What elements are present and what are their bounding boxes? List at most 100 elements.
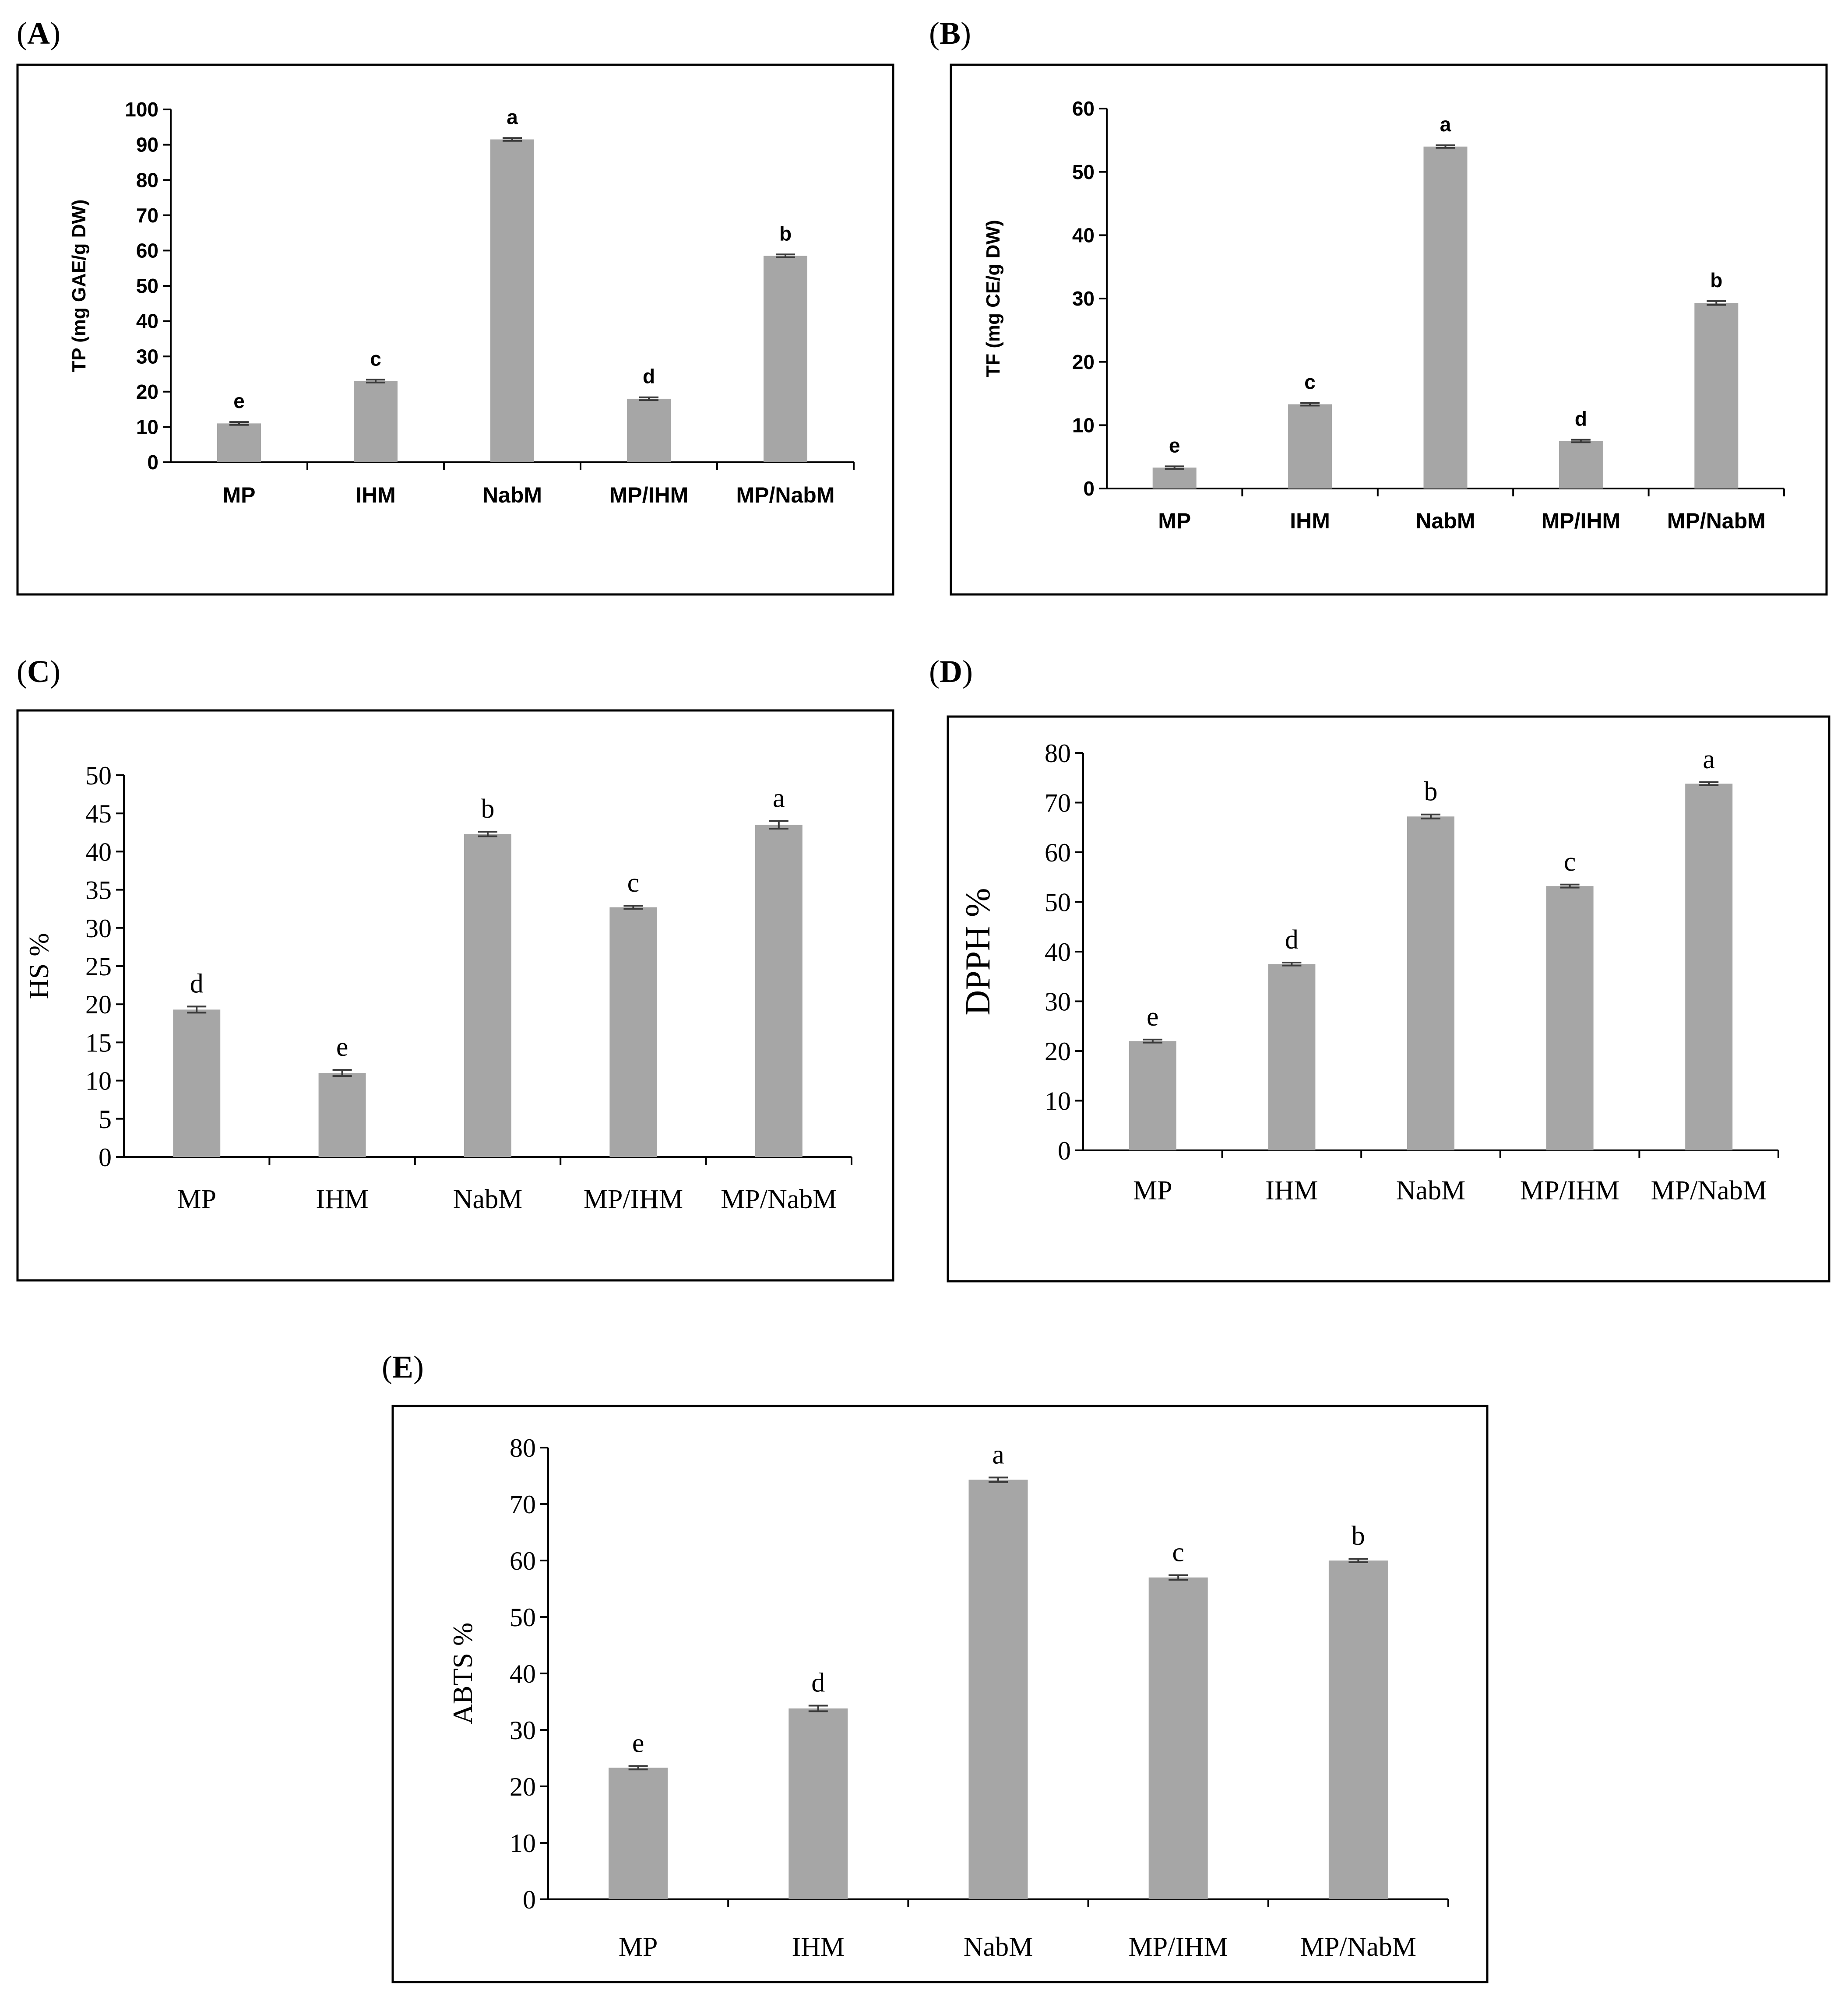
x-tick-label: IHM	[316, 1185, 369, 1214]
significance-letter: c	[1304, 371, 1316, 394]
chart-panel-e: (E) 0 10 20 30 40 50 60 70 80 ABTS % e MP d IHM a NabM c M…	[382, 1350, 1489, 1983]
significance-letter: a	[773, 784, 785, 813]
significance-letter: c	[627, 868, 640, 898]
significance-letter: a	[507, 105, 518, 128]
x-tick-label: MP/IHM	[1542, 509, 1621, 533]
chart-frame	[16, 63, 894, 596]
y-tick-label: 10	[1045, 1087, 1071, 1116]
chart-frame	[391, 1405, 1489, 1983]
significance-letter: d	[643, 365, 655, 388]
x-tick-label: MP/NabM	[721, 1185, 837, 1214]
x-tick-label: NabM	[964, 1932, 1033, 1962]
y-tick-label: 70	[1045, 789, 1071, 818]
bar-mp-ihm	[1546, 886, 1594, 1150]
y-tick-label: 50	[85, 761, 112, 790]
bar-mp	[1129, 1041, 1176, 1150]
panel-label: (C)	[17, 654, 60, 689]
panel-label: (B)	[929, 16, 971, 51]
x-tick-label: IHM	[1265, 1176, 1318, 1206]
x-tick-label: MP	[619, 1932, 658, 1962]
y-tick-label: 20	[1072, 351, 1095, 373]
y-axis-label: TF (mg CE/g DW)	[982, 220, 1004, 377]
y-tick-label: 80	[510, 1434, 536, 1462]
bar-mp	[1152, 467, 1197, 489]
chart-panel-c: (C) 0 5 10 15 20 25 30 35 40 45 50 HS % d MP e IHM b NabM c…	[16, 654, 894, 1282]
significance-letter: b	[1352, 1521, 1365, 1551]
y-tick-label: 10	[136, 416, 158, 439]
bar-mp-nabm	[755, 825, 803, 1157]
panel-label: (E)	[382, 1350, 424, 1385]
bar-mp-ihm	[1559, 441, 1603, 489]
chart-panel-b: (B) 0 10 20 30 40 50 60 TF (mg CE/g DW) e MP c IHM a N…	[929, 16, 1828, 596]
x-tick-label: MP/IHM	[584, 1185, 683, 1214]
y-tick-label: 20	[510, 1772, 536, 1801]
bar-ihm	[318, 1073, 366, 1157]
y-tick-label: 40	[1072, 224, 1095, 246]
bar-nabm	[490, 139, 534, 462]
y-tick-label: 30	[1045, 988, 1071, 1016]
x-tick-label: MP/IHM	[1129, 1932, 1228, 1962]
bar-mp-ihm	[1148, 1577, 1208, 1899]
bar-ihm	[1268, 964, 1316, 1150]
y-axis-label: HS %	[23, 933, 54, 999]
y-tick-label: 50	[1072, 161, 1095, 183]
y-tick-label: 60	[136, 239, 158, 262]
x-tick-label: NabM	[453, 1185, 522, 1214]
y-tick-label: 80	[136, 169, 158, 191]
y-tick-label: 10	[510, 1829, 536, 1858]
bar-nabm	[1423, 146, 1468, 489]
significance-letter: e	[336, 1032, 348, 1062]
bar-nabm	[1407, 816, 1454, 1150]
y-tick-label: 50	[1045, 888, 1071, 917]
y-tick-label: 0	[1058, 1136, 1071, 1165]
bar-ihm	[788, 1708, 848, 1899]
x-tick-label: IHM	[792, 1932, 845, 1962]
x-tick-label: IHM	[356, 483, 396, 507]
y-tick-label: 0	[1083, 477, 1095, 500]
x-tick-label: MP	[1133, 1176, 1172, 1206]
y-axis-label: TP (mg GAE/g DW)	[68, 199, 90, 372]
y-tick-label: 30	[136, 345, 158, 368]
chart-panel-a: (A) 0 10 20 30 40 50 60 70 80 90 100 TP (mg GAE/g DW…	[16, 16, 894, 596]
y-tick-label: 30	[510, 1716, 536, 1745]
significance-letter: e	[233, 390, 245, 412]
bar-ihm	[354, 381, 398, 462]
y-tick-label: 40	[85, 837, 112, 866]
x-tick-label: MP/NabM	[736, 483, 835, 507]
x-tick-label: MP	[223, 483, 256, 507]
y-tick-label: 40	[136, 310, 158, 333]
y-tick-label: 35	[85, 876, 112, 905]
x-tick-label: MP/NabM	[1667, 509, 1766, 533]
bar-mp-nabm	[1694, 303, 1739, 489]
x-tick-label: MP/IHM	[609, 483, 689, 507]
significance-letter: a	[1440, 113, 1451, 136]
y-tick-label: 20	[136, 380, 158, 403]
chart-frame	[16, 709, 894, 1282]
significance-letter: d	[1575, 408, 1587, 430]
chart-frame	[950, 63, 1828, 596]
y-tick-label: 0	[523, 1885, 536, 1914]
x-tick-label: MP/NabM	[1300, 1932, 1416, 1962]
y-tick-label: 40	[510, 1659, 536, 1688]
bar-ihm	[1288, 404, 1332, 489]
x-tick-label: NabM	[1396, 1176, 1465, 1206]
bar-mp-nabm	[1685, 784, 1733, 1150]
bar-mp-ihm	[609, 907, 657, 1157]
significance-letter: a	[992, 1440, 1004, 1469]
y-tick-label: 45	[85, 799, 112, 828]
y-tick-label: 40	[1045, 938, 1071, 967]
y-tick-label: 50	[136, 274, 158, 297]
x-tick-label: MP/IHM	[1520, 1176, 1619, 1206]
significance-letter: e	[1169, 434, 1180, 457]
y-axis-label: ABTS %	[447, 1623, 478, 1725]
y-tick-label: 60	[510, 1547, 536, 1575]
y-tick-label: 30	[85, 914, 112, 943]
significance-letter: c	[370, 347, 381, 370]
bar-mp	[217, 423, 261, 462]
bar-mp-nabm	[764, 256, 807, 462]
chart-frame	[947, 715, 1830, 1283]
y-tick-label: 10	[1072, 414, 1095, 436]
x-tick-label: IHM	[1290, 509, 1330, 533]
x-tick-label: MP/NabM	[1651, 1176, 1767, 1206]
